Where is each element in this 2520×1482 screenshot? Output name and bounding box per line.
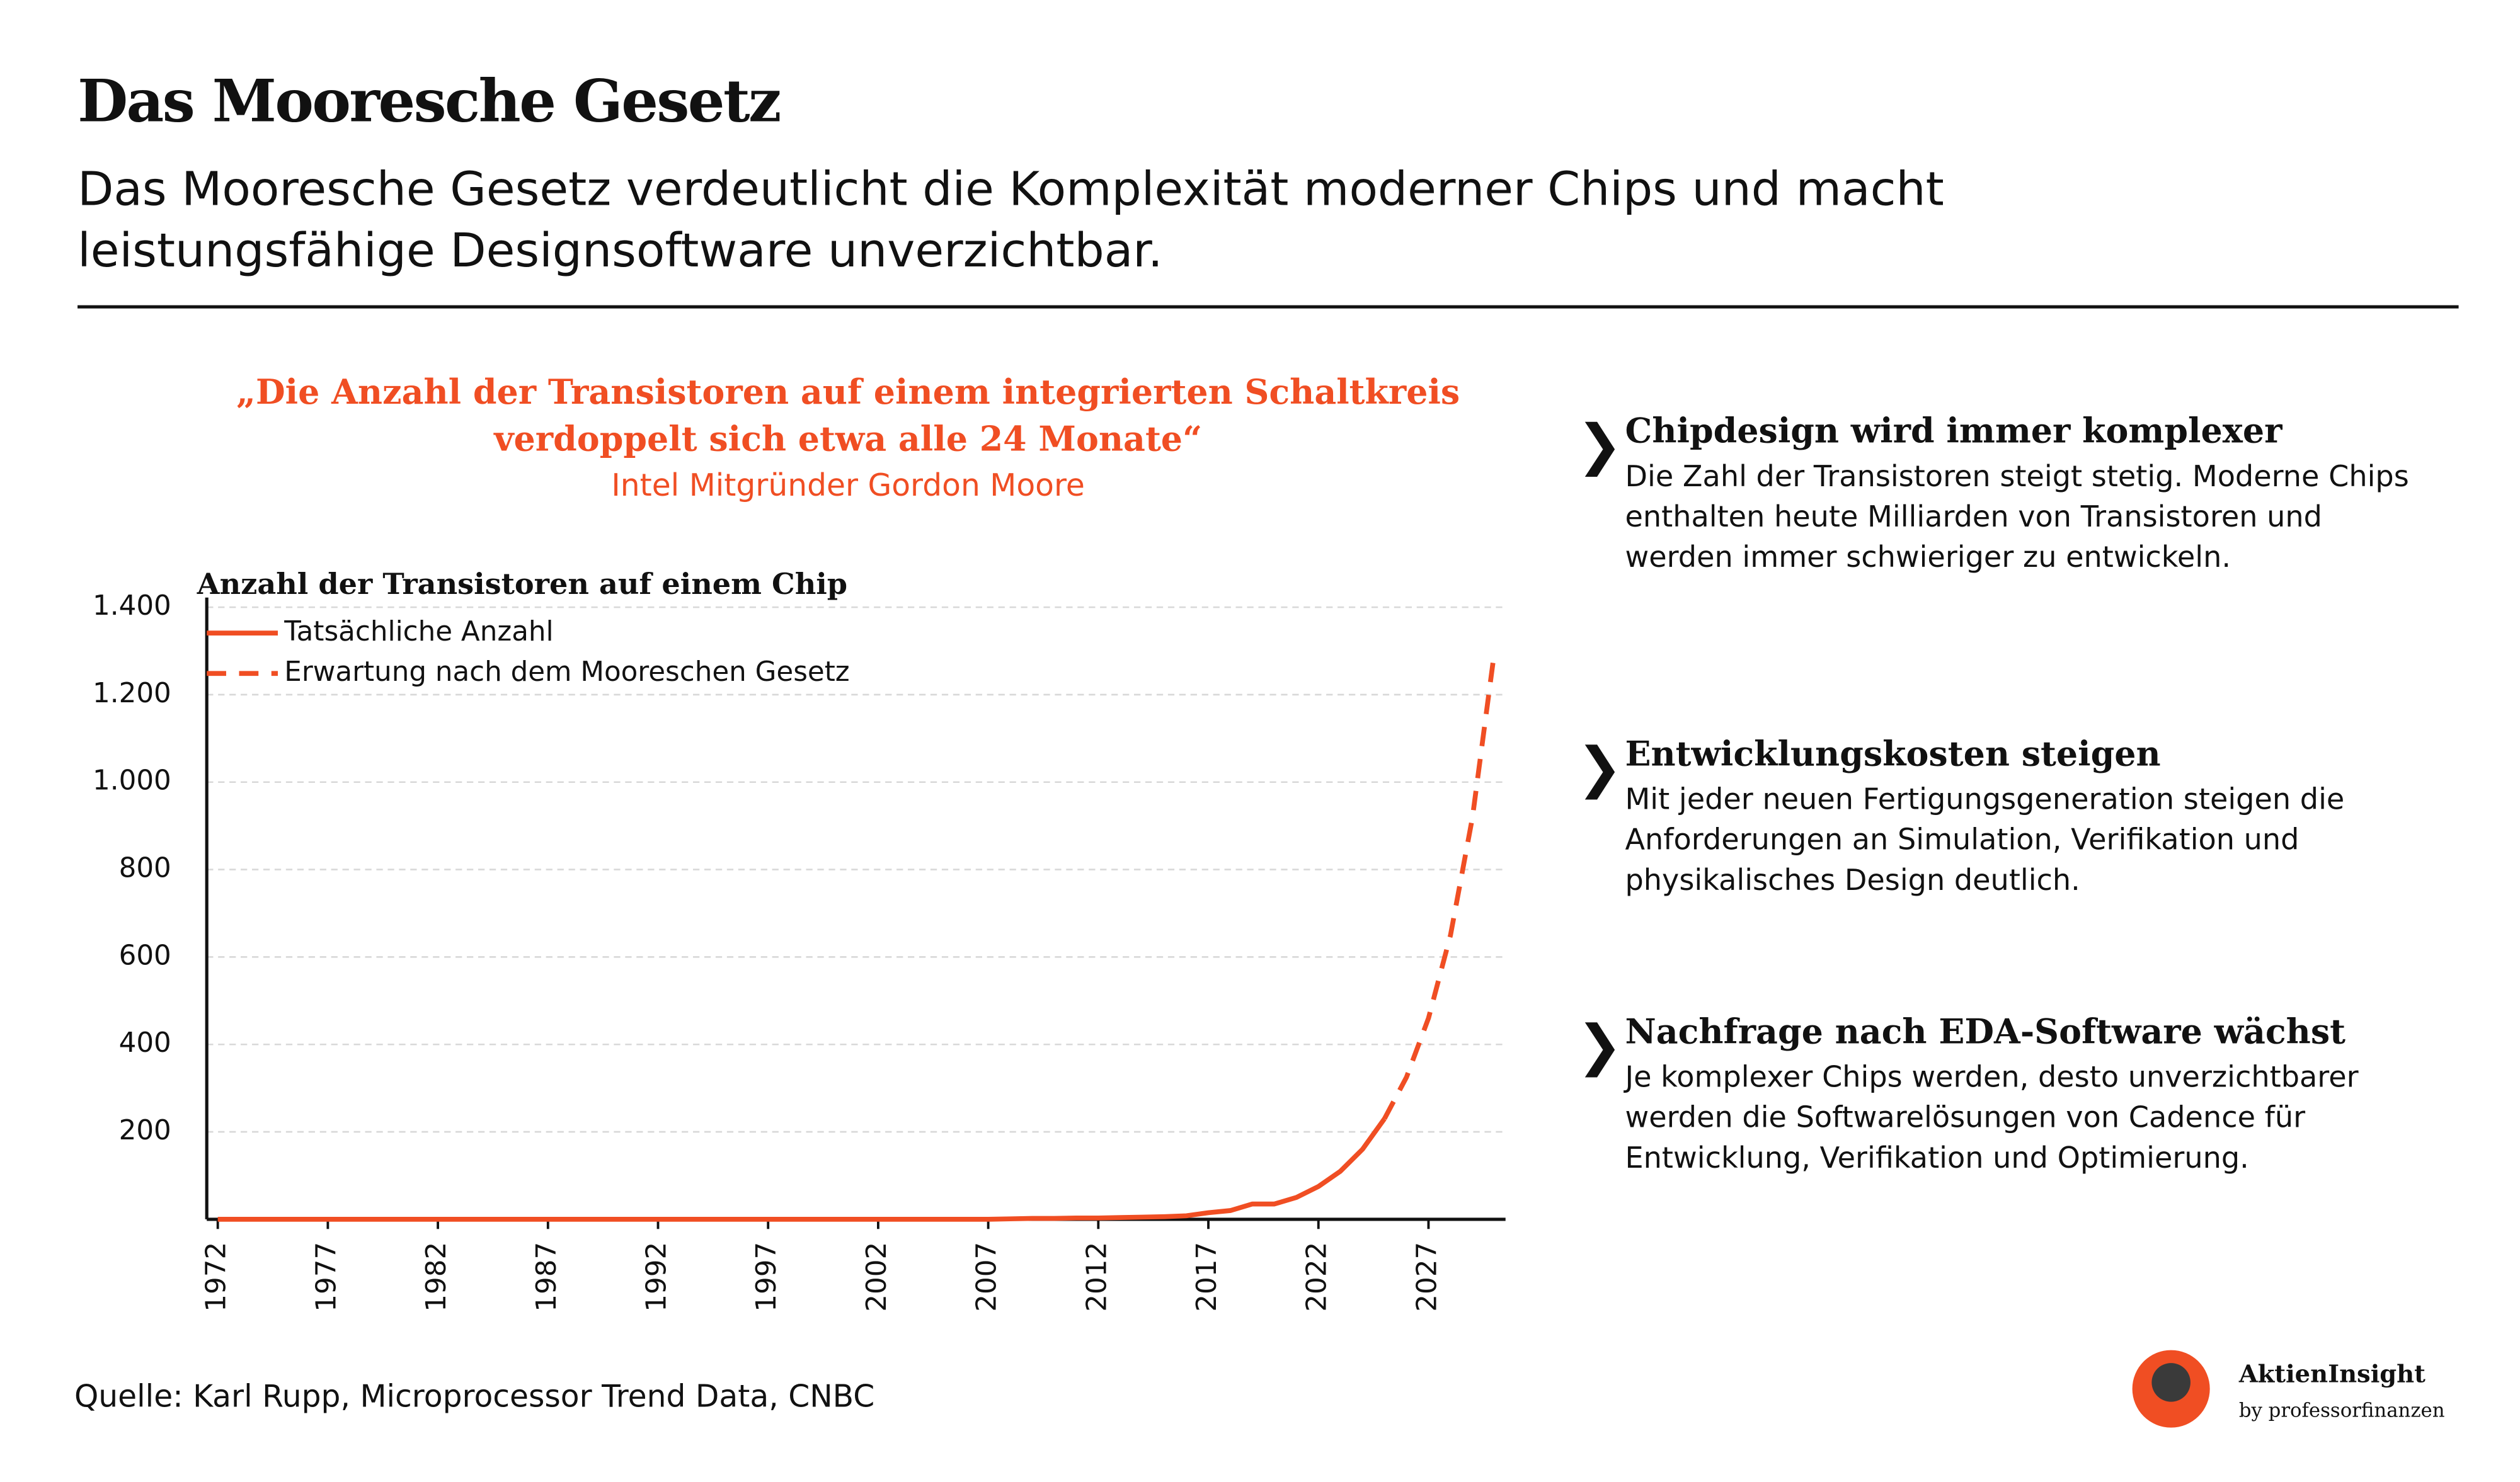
series-line bbox=[1382, 651, 1498, 1120]
divider bbox=[77, 305, 2459, 309]
y-tick-label: 1.200 bbox=[93, 678, 171, 709]
y-tick-label: 400 bbox=[119, 1027, 171, 1059]
point-title: Chipdesign wird immer komplexer bbox=[1625, 410, 2282, 451]
point-text: Mit jeder neuen Fertigungsgeneration ste… bbox=[1625, 783, 2345, 898]
legend-label: Erwartung nach dem Mooreschen Gesetz bbox=[284, 656, 849, 688]
x-tick-label: 1987 bbox=[531, 1242, 563, 1312]
x-tick-label: 1972 bbox=[201, 1242, 232, 1312]
point-text: Die Zahl der Transistoren steigt stetig.… bbox=[1625, 460, 2409, 575]
brand-name: AktienInsight bbox=[2238, 1360, 2426, 1389]
brand-logo-face bbox=[2151, 1363, 2191, 1402]
subtitle: Das Mooresche Gesetz verdeutlicht die Ko… bbox=[77, 161, 1944, 278]
x-tick-label: 2022 bbox=[1302, 1242, 1333, 1312]
point-title: Entwicklungskosten steigen bbox=[1625, 733, 2161, 774]
legend-label: Tatsächliche Anzahl bbox=[284, 616, 553, 647]
y-tick-label: 800 bbox=[119, 853, 171, 884]
quote-author: Intel Mitgründer Gordon Moore bbox=[611, 468, 1085, 504]
brand-by: by professorfinanzen bbox=[2239, 1399, 2445, 1422]
point-text: Je komplexer Chips werden, desto unverzi… bbox=[1625, 1061, 2359, 1176]
x-tick-label: 1992 bbox=[641, 1242, 673, 1312]
series-line bbox=[217, 1117, 1387, 1222]
x-tick-label: 2027 bbox=[1411, 1242, 1443, 1312]
x-tick-label: 2007 bbox=[971, 1242, 1003, 1312]
x-tick-label: 2002 bbox=[861, 1242, 893, 1312]
y-tick-label: 1.400 bbox=[93, 590, 171, 622]
chevron: ❯ bbox=[1576, 736, 1623, 801]
chevron: ❯ bbox=[1576, 413, 1623, 478]
point: ❯ Chipdesign wird immer komplexer Die Zahl… bbox=[1577, 410, 2417, 578]
y-axis-title: Anzahl der Transistoren auf einem Chip bbox=[197, 567, 847, 601]
y-tick-label: 1.000 bbox=[93, 765, 171, 797]
quote: „Die Anzahl der Transistoren auf einem i… bbox=[236, 371, 1460, 459]
chevron: ❯ bbox=[1576, 1014, 1623, 1079]
point: ❯ Entwicklungskosten steigen Mit jeder neu… bbox=[1577, 733, 2417, 901]
title: Das Mooresche Gesetz bbox=[77, 67, 781, 136]
source: Quelle: Karl Rupp, Microprocessor Trend … bbox=[74, 1379, 875, 1415]
x-tick-label: 1982 bbox=[421, 1242, 452, 1312]
x-tick-label: 2017 bbox=[1191, 1242, 1223, 1312]
y-tick-label: 200 bbox=[119, 1115, 171, 1146]
point: ❯ Nachfrage nach EDA-Software wächst Je ko… bbox=[1577, 1011, 2417, 1179]
x-tick-label: 2012 bbox=[1081, 1242, 1113, 1312]
point-title: Nachfrage nach EDA-Software wächst bbox=[1625, 1011, 2346, 1052]
x-tick-label: 1977 bbox=[311, 1242, 342, 1312]
x-tick-label: 1997 bbox=[751, 1242, 782, 1312]
y-tick-label: 600 bbox=[119, 940, 171, 971]
